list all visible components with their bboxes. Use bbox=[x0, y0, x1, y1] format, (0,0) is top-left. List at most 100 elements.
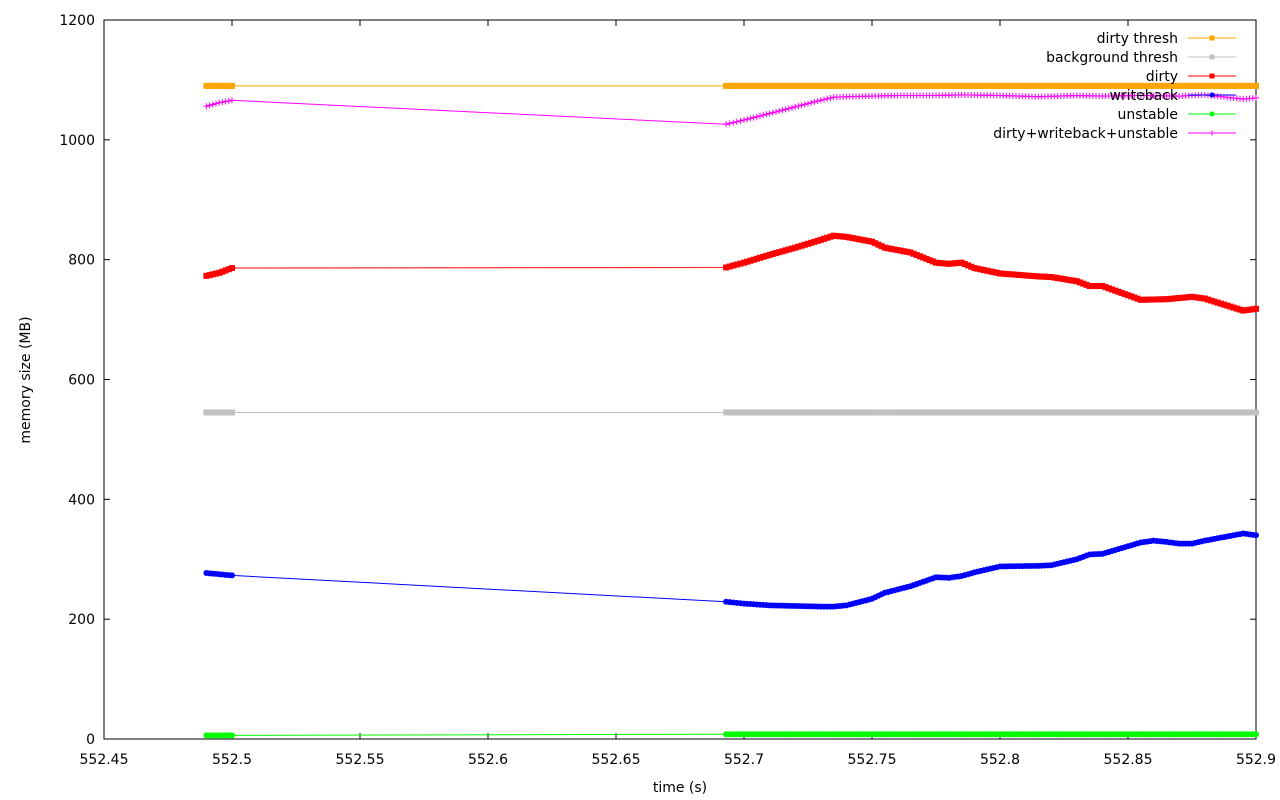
series-line bbox=[206, 94, 1257, 125]
data-point bbox=[1168, 409, 1175, 416]
data-point bbox=[1060, 409, 1067, 416]
data-point bbox=[936, 82, 943, 89]
data-point bbox=[757, 82, 764, 89]
data-point bbox=[901, 248, 907, 255]
data-point bbox=[1000, 409, 1007, 416]
data-point bbox=[779, 107, 786, 114]
data-point bbox=[869, 238, 875, 245]
legend: dirty thresh background thresh dirty writeb… bbox=[993, 31, 1236, 142]
data-point bbox=[763, 82, 770, 89]
data-point bbox=[1195, 294, 1202, 301]
data-point bbox=[1141, 409, 1148, 416]
data-point bbox=[838, 409, 845, 416]
data-point bbox=[1210, 409, 1217, 416]
data-point bbox=[897, 409, 904, 416]
data-point bbox=[1096, 82, 1103, 89]
data-point bbox=[1217, 300, 1224, 307]
data-point bbox=[849, 235, 856, 242]
legend-label: background thresh bbox=[1046, 50, 1178, 66]
data-point bbox=[915, 82, 922, 89]
data-point bbox=[723, 264, 730, 271]
data-point bbox=[1099, 82, 1106, 89]
data-point bbox=[203, 82, 210, 89]
data-point bbox=[820, 409, 827, 416]
data-point bbox=[847, 409, 854, 416]
data-point bbox=[846, 234, 853, 241]
data-point bbox=[805, 409, 812, 416]
data-point bbox=[766, 409, 773, 416]
data-point bbox=[993, 409, 1000, 416]
data-point bbox=[811, 82, 818, 89]
data-point bbox=[930, 82, 937, 89]
data-point bbox=[1114, 82, 1121, 89]
data-point bbox=[805, 100, 811, 107]
data-point bbox=[1086, 283, 1093, 290]
data-point bbox=[936, 259, 943, 266]
data-point bbox=[1213, 82, 1220, 89]
data-point bbox=[799, 409, 806, 416]
data-point bbox=[942, 260, 949, 267]
data-point bbox=[1099, 409, 1106, 416]
data-point bbox=[790, 82, 797, 89]
data-point bbox=[1209, 73, 1215, 79]
legend-label: dirty+writeback+unstable bbox=[993, 126, 1178, 142]
data-point bbox=[1183, 409, 1190, 416]
data-point bbox=[978, 409, 985, 416]
data-point bbox=[984, 82, 991, 89]
data-point bbox=[1048, 274, 1055, 281]
data-point bbox=[219, 409, 226, 416]
data-point bbox=[1064, 276, 1071, 283]
data-point bbox=[1114, 409, 1121, 416]
data-point bbox=[869, 409, 875, 416]
data-point bbox=[1093, 283, 1099, 290]
data-point bbox=[987, 409, 994, 416]
data-point bbox=[808, 409, 815, 416]
data-point bbox=[1135, 409, 1142, 416]
data-point bbox=[981, 409, 988, 416]
data-point bbox=[965, 262, 971, 269]
data-point bbox=[216, 99, 223, 106]
data-point bbox=[750, 114, 757, 121]
data-point bbox=[203, 103, 210, 110]
data-point bbox=[225, 97, 232, 104]
data-point bbox=[942, 82, 949, 89]
data-point bbox=[1137, 296, 1144, 303]
data-point bbox=[1048, 82, 1055, 89]
data-point bbox=[1249, 306, 1256, 313]
data-point bbox=[1102, 284, 1109, 291]
data-point bbox=[1243, 409, 1250, 416]
x-tick-label: 552.8 bbox=[980, 752, 1020, 768]
y-tick-label: 200 bbox=[68, 612, 95, 628]
axis-ticks: 552.45 552.5 552.55 552.6 552.65 552.7 552.75 5… bbox=[59, 13, 1276, 768]
data-point bbox=[1135, 82, 1142, 89]
data-point bbox=[827, 233, 834, 240]
data-point bbox=[1120, 409, 1127, 416]
data-point bbox=[1231, 82, 1238, 89]
data-point bbox=[1009, 271, 1016, 278]
data-point bbox=[1045, 409, 1052, 416]
data-point bbox=[853, 82, 860, 89]
data-point bbox=[1192, 409, 1199, 416]
data-point bbox=[1177, 409, 1184, 416]
data-point bbox=[1003, 409, 1010, 416]
data-point bbox=[1129, 82, 1136, 89]
data-point bbox=[1123, 409, 1130, 416]
data-point bbox=[1144, 82, 1151, 89]
data-point bbox=[796, 82, 803, 89]
data-point bbox=[823, 82, 830, 89]
data-point bbox=[872, 240, 879, 247]
data-point bbox=[1021, 82, 1028, 89]
data-point bbox=[817, 82, 824, 89]
x-tick-label: 552.45 bbox=[80, 752, 129, 768]
data-point bbox=[1066, 82, 1073, 89]
data-point bbox=[741, 82, 748, 89]
data-point bbox=[753, 255, 760, 262]
y-tick-label: 600 bbox=[68, 373, 95, 389]
data-point bbox=[1126, 82, 1133, 89]
data-point bbox=[1012, 82, 1019, 89]
data-point bbox=[795, 243, 802, 250]
data-point bbox=[229, 97, 235, 104]
data-point bbox=[853, 235, 859, 242]
data-point bbox=[732, 409, 739, 416]
data-point bbox=[930, 409, 937, 416]
